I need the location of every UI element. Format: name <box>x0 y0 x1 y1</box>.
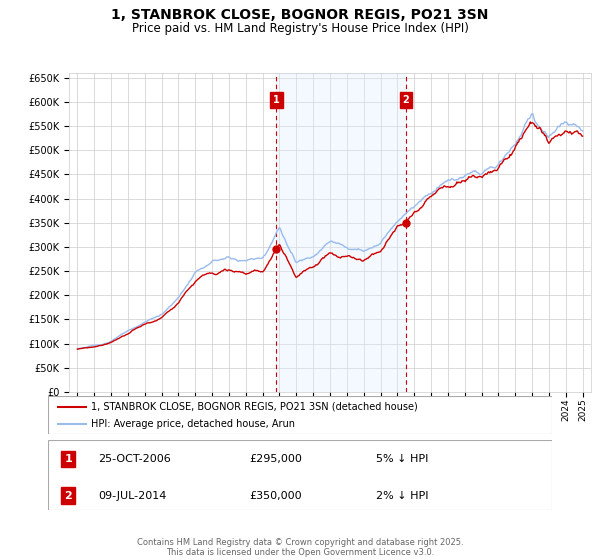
FancyBboxPatch shape <box>48 440 552 510</box>
Text: 5% ↓ HPI: 5% ↓ HPI <box>376 454 428 464</box>
Text: Contains HM Land Registry data © Crown copyright and database right 2025.
This d: Contains HM Land Registry data © Crown c… <box>137 538 463 557</box>
Text: 1, STANBROK CLOSE, BOGNOR REGIS, PO21 3SN (detached house): 1, STANBROK CLOSE, BOGNOR REGIS, PO21 3S… <box>91 402 418 412</box>
Text: 2: 2 <box>403 95 409 105</box>
Text: £350,000: £350,000 <box>250 491 302 501</box>
Text: 2% ↓ HPI: 2% ↓ HPI <box>376 491 428 501</box>
Text: 1, STANBROK CLOSE, BOGNOR REGIS, PO21 3SN: 1, STANBROK CLOSE, BOGNOR REGIS, PO21 3S… <box>112 8 488 22</box>
Text: £295,000: £295,000 <box>250 454 302 464</box>
Text: 1: 1 <box>273 95 280 105</box>
Text: 25-OCT-2006: 25-OCT-2006 <box>98 454 171 464</box>
Text: 2: 2 <box>64 491 72 501</box>
Text: HPI: Average price, detached house, Arun: HPI: Average price, detached house, Arun <box>91 419 295 430</box>
FancyBboxPatch shape <box>48 396 552 434</box>
Bar <box>277 73 406 392</box>
Text: 1: 1 <box>64 454 72 464</box>
Text: 09-JUL-2014: 09-JUL-2014 <box>98 491 167 501</box>
Text: Price paid vs. HM Land Registry's House Price Index (HPI): Price paid vs. HM Land Registry's House … <box>131 22 469 35</box>
